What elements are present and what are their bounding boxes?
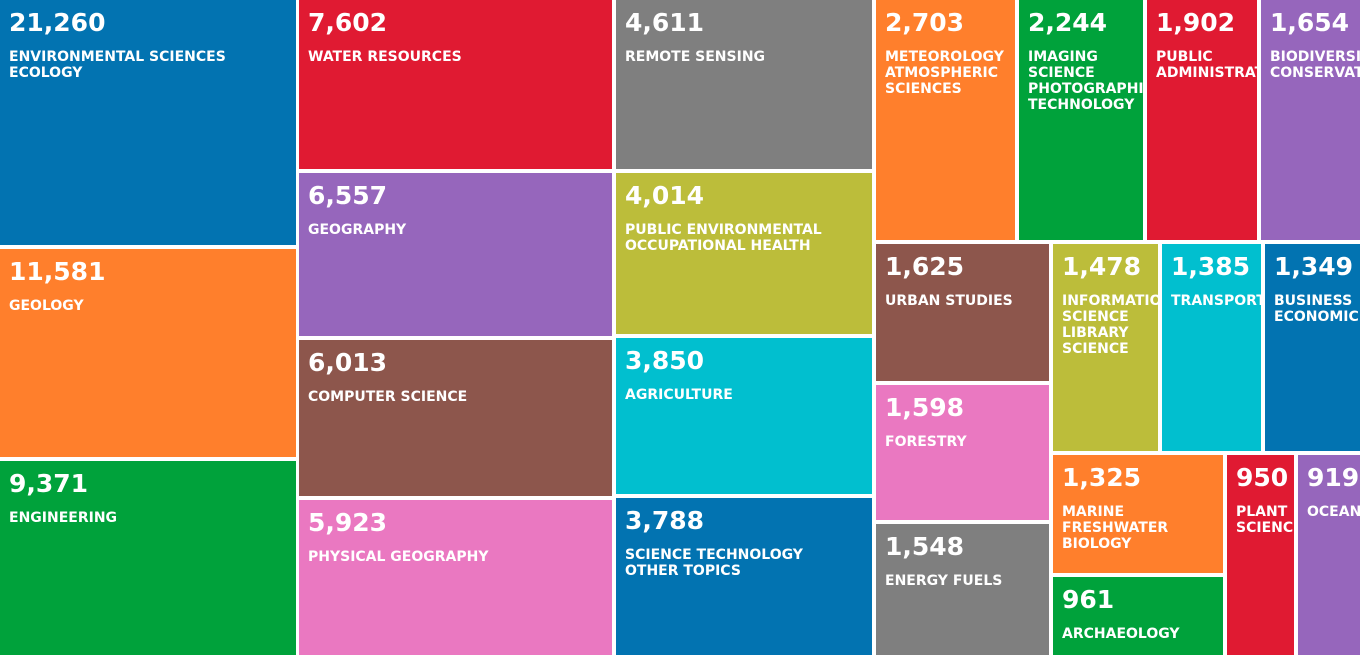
cell-value: 4,014: [625, 181, 705, 210]
cell-value: 1,385: [1171, 252, 1251, 281]
cell-label: ENVIRONMENTAL SCIENCES ECOLOGY: [9, 49, 226, 81]
cell-value: 4,611: [625, 8, 705, 37]
cell-value: 1,325: [1062, 463, 1142, 492]
cell-value: 9,371: [9, 469, 89, 498]
cell-label: PHYSICAL GEOGRAPHY: [308, 549, 489, 565]
cell-label: ENERGY FUELS: [885, 573, 1003, 589]
treemap-cell: 1,598 FORESTRY: [876, 385, 1049, 520]
treemap-cell: 9,371 ENGINEERING: [0, 461, 296, 655]
treemap-cell: 3,850 AGRICULTURE: [616, 338, 872, 494]
cell-label: PLANT SCIENCES: [1236, 504, 1294, 536]
cell-label: METEOROLOGY ATMOSPHERIC SCIENCES: [885, 49, 1004, 97]
cell-value: 1,654: [1270, 8, 1350, 37]
cell-value: 1,478: [1062, 252, 1142, 281]
treemap-cell: 919 OCEANOGRAPHY: [1298, 455, 1360, 655]
cell-label: WATER RESOURCES: [308, 49, 462, 65]
treemap-cell: 6,013 COMPUTER SCIENCE: [299, 340, 612, 496]
cell-label: SCIENCE TECHNOLOGY OTHER TOPICS: [625, 547, 803, 579]
treemap-cell: 21,260 ENVIRONMENTAL SCIENCES ECOLOGY: [0, 0, 296, 245]
treemap-cell: 950 PLANT SCIENCES: [1227, 455, 1294, 655]
cell-value: 6,557: [308, 181, 388, 210]
cell-label: OCEANOGRAPHY: [1307, 504, 1360, 520]
cell-label: MARINE FRESHWATER BIOLOGY: [1062, 504, 1169, 552]
cell-label: IMAGING SCIENCE PHOTOGRAPHIC TECHNOLOGY: [1028, 49, 1143, 113]
cell-value: 7,602: [308, 8, 388, 37]
cell-value: 6,013: [308, 348, 388, 377]
treemap-cell: 6,557 GEOGRAPHY: [299, 173, 612, 336]
cell-value: 1,902: [1156, 8, 1236, 37]
cell-value: 919: [1307, 463, 1360, 492]
cell-value: 3,850: [625, 346, 705, 375]
treemap-cell: 3,788 SCIENCE TECHNOLOGY OTHER TOPICS: [616, 498, 872, 655]
cell-value: 1,349: [1274, 252, 1354, 281]
cell-value: 2,703: [885, 8, 965, 37]
cell-label: URBAN STUDIES: [885, 293, 1013, 309]
treemap-cell: 5,923 PHYSICAL GEOGRAPHY: [299, 500, 612, 655]
treemap-cell: 4,611 REMOTE SENSING: [616, 0, 872, 169]
cell-label: GEOLOGY: [9, 298, 84, 314]
cell-label: BUSINESS ECONOMICS: [1274, 293, 1360, 325]
cell-value: 5,923: [308, 508, 388, 537]
treemap-cell: 11,581 GEOLOGY: [0, 249, 296, 457]
cell-label: REMOTE SENSING: [625, 49, 766, 65]
treemap-cell: 1,654 BIODIVERSITY CONSERVATION: [1261, 0, 1360, 240]
cell-label: INFORMATION SCIENCE LIBRARY SCIENCE: [1062, 293, 1158, 357]
cell-value: 3,788: [625, 506, 705, 535]
cell-label: FORESTRY: [885, 434, 967, 450]
treemap-cell: 2,703 METEOROLOGY ATMOSPHERIC SCIENCES: [876, 0, 1015, 240]
cell-label: COMPUTER SCIENCE: [308, 389, 468, 405]
cell-label: AGRICULTURE: [625, 387, 733, 403]
treemap-cell: 1,325 MARINE FRESHWATER BIOLOGY: [1053, 455, 1223, 573]
cell-value: 11,581: [9, 257, 106, 286]
cell-value: 1,548: [885, 532, 965, 561]
cell-value: 961: [1062, 585, 1115, 614]
treemap-cell: 2,244 IMAGING SCIENCE PHOTOGRAPHIC TECHNO…: [1019, 0, 1143, 240]
treemap-cell: 7,602 WATER RESOURCES: [299, 0, 612, 169]
treemap-cell: 1,385 TRANSPORTATION: [1162, 244, 1261, 451]
cell-label: ARCHAEOLOGY: [1062, 626, 1180, 642]
cell-label: GEOGRAPHY: [308, 222, 407, 238]
treemap-cell: 1,625 URBAN STUDIES: [876, 244, 1049, 381]
treemap-cell: 1,478 INFORMATION SCIENCE LIBRARY SCIENCE: [1053, 244, 1158, 451]
treemap-cell: 1,349 BUSINESS ECONOMICS: [1265, 244, 1360, 451]
cell-value: 21,260: [9, 8, 106, 37]
cell-value: 1,625: [885, 252, 965, 281]
treemap-cell: 961 ARCHAEOLOGY: [1053, 577, 1223, 655]
cell-label: BIODIVERSITY CONSERVATION: [1270, 49, 1360, 81]
cell-label: PUBLIC ADMINISTRATION: [1156, 49, 1257, 81]
treemap-cell: 1,548 ENERGY FUELS: [876, 524, 1049, 655]
cell-label: ENGINEERING: [9, 510, 118, 526]
treemap-cell: 1,902 PUBLIC ADMINISTRATION: [1147, 0, 1257, 240]
cell-value: 1,598: [885, 393, 965, 422]
cell-label: PUBLIC ENVIRONMENTAL OCCUPATIONAL HEALTH: [625, 222, 822, 254]
cell-value: 2,244: [1028, 8, 1108, 37]
treemap-cell: 4,014 PUBLIC ENVIRONMENTAL OCCUPATIONAL H…: [616, 173, 872, 334]
cell-label: TRANSPORTATION: [1171, 293, 1261, 309]
cell-value: 950: [1236, 463, 1289, 492]
